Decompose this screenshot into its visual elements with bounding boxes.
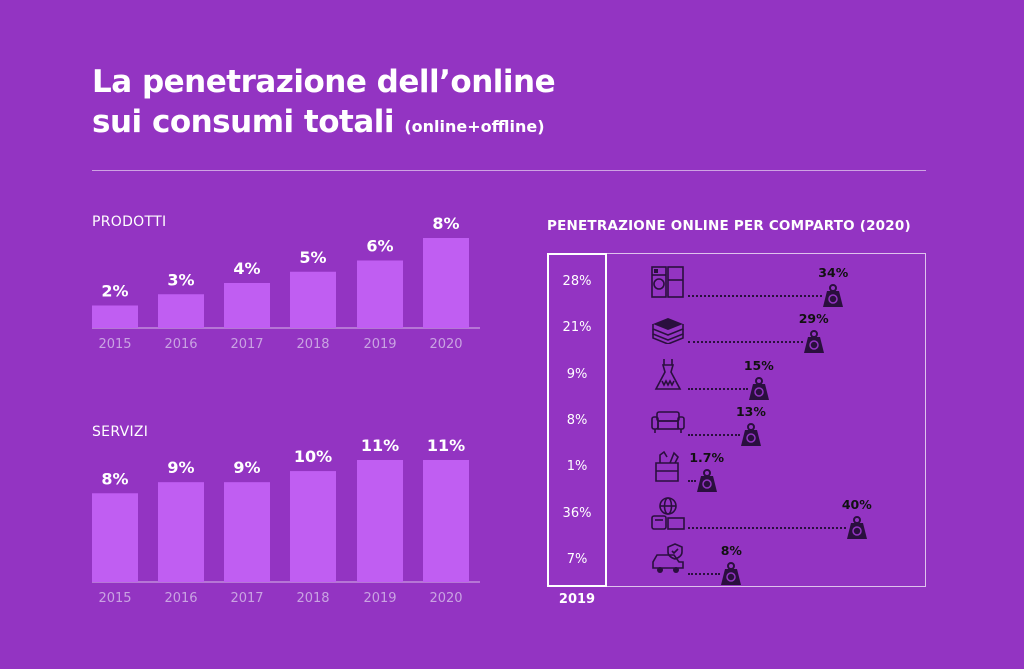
bar-2020: [423, 238, 469, 328]
value-2019-label: 7%: [566, 551, 588, 567]
column-2019-label: 2019: [558, 592, 596, 607]
title-line-2-main: sui consumi totali: [92, 104, 395, 140]
tick-label: 2016: [164, 591, 197, 606]
travel-globe-icon: [650, 496, 686, 530]
title-line-2: sui consumi totali (online+offline): [92, 102, 555, 147]
data-label: 2%: [101, 282, 128, 301]
dotted-leader: [688, 526, 846, 529]
appliances-icon: [650, 264, 686, 298]
bar-2015: [92, 305, 138, 328]
dotted-leader: [688, 433, 740, 436]
data-label: 6%: [366, 237, 393, 256]
data-label: 11%: [361, 436, 399, 455]
bar-2019: [357, 460, 403, 582]
tick-label: 2017: [230, 337, 263, 352]
bar-2018: [290, 471, 336, 582]
data-label: 9%: [233, 458, 260, 477]
dotted-leader: [688, 387, 748, 390]
value-2019-label: 36%: [562, 505, 592, 521]
value-2020-label: 8%: [720, 542, 742, 558]
bar-2016: [158, 482, 204, 582]
tick-label: 2016: [164, 337, 197, 352]
tick-label: 2015: [98, 337, 131, 352]
sector-chart-title: PENETRAZIONE ONLINE PER COMPARTO (2020): [547, 218, 911, 234]
value-2020-label: 40%: [841, 496, 872, 512]
weight-marker: [748, 376, 770, 401]
column-2019-frame: [547, 253, 607, 587]
bar-2016: [158, 294, 204, 328]
value-2019-label: 9%: [566, 366, 588, 382]
bar-2017: [224, 283, 270, 328]
data-label: 4%: [233, 259, 260, 278]
data-label: 8%: [432, 214, 459, 233]
tick-label: 2018: [296, 591, 329, 606]
weight-marker: [803, 330, 825, 354]
dotted-leader: [688, 480, 696, 483]
tick-label: 2015: [98, 591, 131, 606]
weight-marker: [740, 422, 762, 447]
value-2019-label: 28%: [562, 274, 592, 289]
tick-label: 2020: [429, 591, 462, 606]
bar-2020: [423, 460, 469, 582]
products-chart-title: PRODOTTI: [92, 214, 167, 230]
car-insurance-icon: [650, 542, 686, 576]
data-label: 11%: [427, 436, 465, 455]
title-suffix: (online+offline): [404, 117, 545, 136]
weight-marker: [822, 284, 844, 308]
dress-icon: [650, 357, 686, 391]
value-2020-label: 34%: [818, 265, 849, 280]
data-label: 5%: [299, 248, 326, 267]
data-label: 8%: [101, 469, 128, 488]
value-2020-label: 13%: [735, 403, 766, 419]
value-2019-label: 8%: [566, 412, 588, 428]
data-label: 3%: [167, 270, 194, 289]
dotted-leader: [688, 572, 721, 575]
value-2019-label: 1%: [566, 459, 588, 475]
value-2020-label: 15%: [743, 357, 774, 373]
grocery-bag-icon: [650, 449, 686, 483]
tick-label: 2018: [296, 337, 329, 352]
weight-marker: [696, 469, 718, 493]
title-line-1: La penetrazione dell’online: [92, 64, 556, 100]
value-2020-label: 1.7%: [689, 450, 724, 466]
data-label: 9%: [167, 458, 194, 477]
bar-2018: [290, 271, 336, 328]
title-divider: [92, 170, 926, 171]
tick-label: 2019: [363, 337, 396, 352]
data-label: 10%: [294, 447, 332, 466]
bar-2017: [224, 482, 270, 582]
bar-2015: [92, 493, 138, 582]
value-2020-label: 29%: [798, 311, 829, 327]
tick-label: 2019: [363, 591, 396, 606]
page-title: La penetrazione dell’online sui consumi …: [92, 62, 556, 147]
dotted-leader: [688, 295, 823, 297]
books-icon: [650, 310, 686, 346]
bar-2019: [357, 260, 403, 328]
weight-marker: [720, 561, 742, 586]
weight-marker: [846, 515, 868, 540]
value-2019-label: 21%: [562, 320, 592, 336]
services-chart-title: SERVIZI: [92, 424, 149, 440]
tick-label: 2017: [230, 591, 263, 606]
dotted-leader: [688, 341, 803, 344]
tick-label: 2020: [429, 337, 462, 352]
sofa-icon: [650, 403, 686, 437]
